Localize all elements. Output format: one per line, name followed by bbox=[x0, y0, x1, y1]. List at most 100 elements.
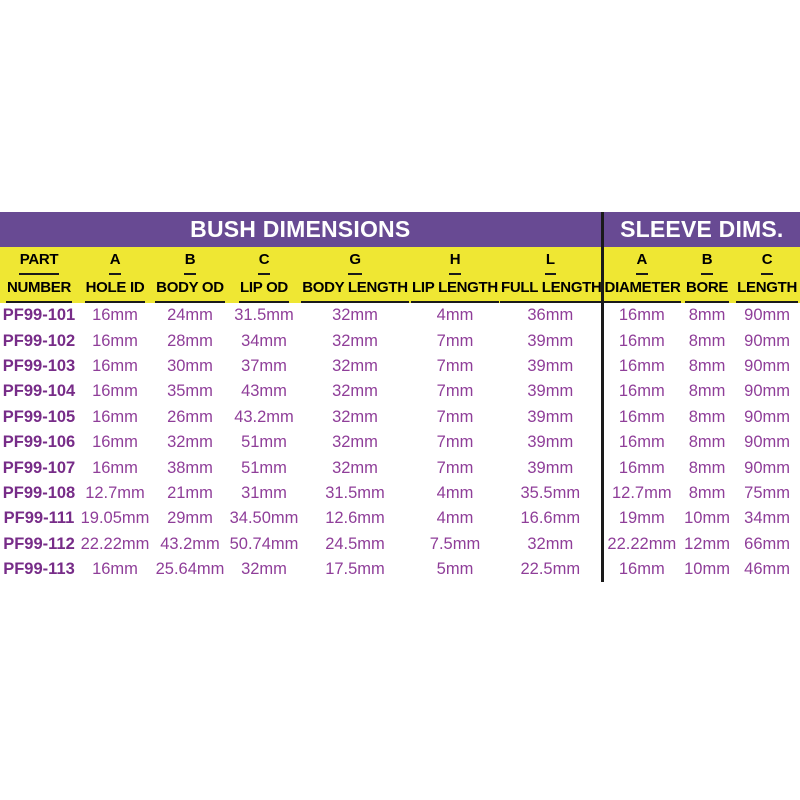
table-row: PF99-105 16mm 26mm 43.2mm 32mm 7mm 39mm 16mm 8mm… bbox=[0, 404, 800, 430]
dimension-cell: 26mm bbox=[167, 407, 213, 426]
column-name: BODY LENGTH bbox=[301, 275, 409, 303]
column-header-body-od: B BODY OD bbox=[152, 247, 228, 303]
dimension-cell: 7.5mm bbox=[429, 534, 481, 553]
part-number-cell: PF99-113 bbox=[3, 560, 75, 579]
dimension-cell: 8mm bbox=[688, 306, 726, 325]
bush-dimensions-group-header: BUSH DIMENSIONS bbox=[0, 212, 603, 247]
dimension-cell: 24mm bbox=[167, 306, 213, 325]
dimension-cell: 28mm bbox=[167, 331, 213, 350]
dimension-cell: 35.5mm bbox=[520, 483, 581, 502]
dimension-cell: 39mm bbox=[527, 433, 574, 452]
column-name: HOLE ID bbox=[84, 275, 146, 303]
dimension-cell: 90mm bbox=[744, 331, 790, 350]
part-number-cell: PF99-108 bbox=[2, 483, 76, 502]
column-header-length: C LENGTH bbox=[734, 247, 800, 303]
part-number-cell: PF99-101 bbox=[2, 306, 76, 325]
column-header-hole-id: A HOLE ID bbox=[78, 247, 152, 303]
dimension-cell: 7mm bbox=[436, 382, 474, 401]
table-row: PF99-101 16mm 24mm 31.5mm 32mm 4mm 36mm 16mm 8mm… bbox=[0, 303, 800, 329]
column-header-lip-od: C LIP OD bbox=[228, 247, 300, 303]
dimension-cell: 16.6mm bbox=[520, 509, 581, 528]
dimension-cell: 51mm bbox=[241, 458, 287, 477]
dimension-cell: 12.7mm bbox=[85, 483, 145, 502]
column-name: FULL LENGTH bbox=[500, 275, 603, 303]
dimension-cell: 16mm bbox=[600, 379, 681, 405]
dimension-cell: 16mm bbox=[92, 560, 138, 579]
table-row: PF99-104 16mm 35mm 43mm 32mm 7mm 39mm 16mm 8mm 90… bbox=[0, 379, 800, 405]
dimension-cell: 51mm bbox=[241, 433, 287, 452]
column-name: BODY OD bbox=[155, 275, 225, 303]
dimension-cell: 16mm bbox=[92, 331, 138, 350]
dimension-cell: 16mm bbox=[92, 306, 138, 325]
dimension-cell: 16mm bbox=[92, 407, 138, 426]
dimension-cell: 43.2mm bbox=[160, 534, 220, 553]
dimension-cell: 32mm bbox=[332, 306, 378, 325]
part-number-cell: PF99-105 bbox=[2, 407, 76, 426]
column-header-number: PART NUMBER bbox=[0, 247, 78, 303]
dimension-cell: 16mm bbox=[600, 404, 681, 430]
dimension-cell: 34mm bbox=[241, 331, 287, 350]
column-name: BORE bbox=[684, 275, 730, 303]
column-letter: G bbox=[348, 247, 362, 275]
dimension-cell: 46mm bbox=[744, 560, 790, 579]
dimension-cell: 7mm bbox=[436, 331, 474, 350]
table-row: PF99-102 16mm 28mm 34mm 32mm 7mm 39mm 16mm 8mm 90… bbox=[0, 328, 800, 354]
dimension-cell: 22.22mm bbox=[600, 531, 681, 557]
column-letter: L bbox=[544, 247, 556, 275]
column-letter: B bbox=[183, 247, 197, 275]
column-header-lip-length: H LIP LENGTH bbox=[410, 247, 500, 303]
dimension-cell: 7mm bbox=[436, 433, 474, 452]
table-row: PF99-103 16mm 30mm 37mm 32mm 7mm 39mm 16mm 8mm 90… bbox=[0, 353, 800, 380]
dimension-cell: 39mm bbox=[527, 407, 574, 426]
dimension-cell: 32mm bbox=[332, 382, 378, 401]
dimension-cell: 34.50mm bbox=[229, 509, 299, 528]
dimension-cell: 90mm bbox=[744, 356, 790, 375]
column-header-diameter: A DIAMETER bbox=[600, 247, 682, 303]
dimension-cell: 4mm bbox=[436, 306, 474, 325]
column-name: NUMBER bbox=[5, 275, 73, 303]
column-header-row: PART NUMBER A HOLE ID B BODY OD C LIP OD G BODY L… bbox=[0, 247, 800, 303]
dimension-cell: 7mm bbox=[436, 407, 474, 426]
column-header-bore: B BORE bbox=[680, 247, 735, 303]
dimension-cell: 8mm bbox=[688, 356, 726, 375]
dimension-cell: 16mm bbox=[600, 328, 681, 354]
dimension-cell: 32mm bbox=[332, 407, 378, 426]
dimension-cell: 32mm bbox=[332, 356, 378, 375]
column-name: LIP OD bbox=[239, 275, 289, 303]
group-header-row: BUSH DIMENSIONS SLEEVE DIMS. bbox=[0, 212, 800, 247]
dimensions-table: BUSH DIMENSIONS SLEEVE DIMS. PART NUMBER A… bbox=[0, 212, 800, 583]
dimension-cell: 22.5mm bbox=[520, 560, 581, 579]
table-row: PF99-108 12.7mm 21mm 31mm 31.5mm 4mm 35.5mm 12.… bbox=[0, 480, 800, 507]
dimension-cell: 43.2mm bbox=[234, 407, 294, 426]
dimension-cell: 10mm bbox=[684, 509, 730, 528]
dimension-cell: 90mm bbox=[744, 433, 790, 452]
dimension-cell: 31.5mm bbox=[234, 306, 294, 325]
dimension-cell: 16mm bbox=[600, 303, 681, 329]
table-row: PF99-112 22.22mm 43.2mm 50.74mm 24.5mm 7.5mm 3… bbox=[0, 531, 800, 557]
dimension-cell: 24.5mm bbox=[325, 534, 385, 553]
dimension-cell: 30mm bbox=[167, 356, 213, 375]
column-letter: C bbox=[257, 247, 271, 275]
dimension-cell: 66mm bbox=[744, 534, 790, 553]
dimension-cell: 36mm bbox=[527, 306, 574, 325]
dimension-cell: 19mm bbox=[600, 506, 681, 532]
column-name: LENGTH bbox=[736, 275, 798, 303]
dimension-cell: 12.6mm bbox=[325, 509, 385, 528]
dimension-cell: 39mm bbox=[527, 331, 574, 350]
dimension-cell: 35mm bbox=[167, 382, 213, 401]
dimension-cell: 8mm bbox=[688, 483, 726, 502]
table-row: PF99-111 19.05mm 29mm 34.50mm 12.6mm 4mm 16.6m… bbox=[0, 506, 800, 532]
part-number-cell: PF99-111 bbox=[3, 509, 75, 528]
dimension-cell: 90mm bbox=[744, 306, 790, 325]
column-letter: A bbox=[108, 247, 122, 275]
dimension-cell: 32mm bbox=[332, 458, 378, 477]
dimension-cell: 8mm bbox=[688, 433, 726, 452]
dimension-cell: 90mm bbox=[744, 458, 790, 477]
dimension-cell: 32mm bbox=[332, 433, 378, 452]
dimension-cell: 39mm bbox=[527, 382, 574, 401]
part-number-cell: PF99-112 bbox=[3, 534, 75, 553]
dimension-cell: 21mm bbox=[167, 483, 213, 502]
dimension-cell: 50.74mm bbox=[229, 534, 299, 553]
sleeve-dims-group-header: SLEEVE DIMS. bbox=[600, 212, 800, 247]
